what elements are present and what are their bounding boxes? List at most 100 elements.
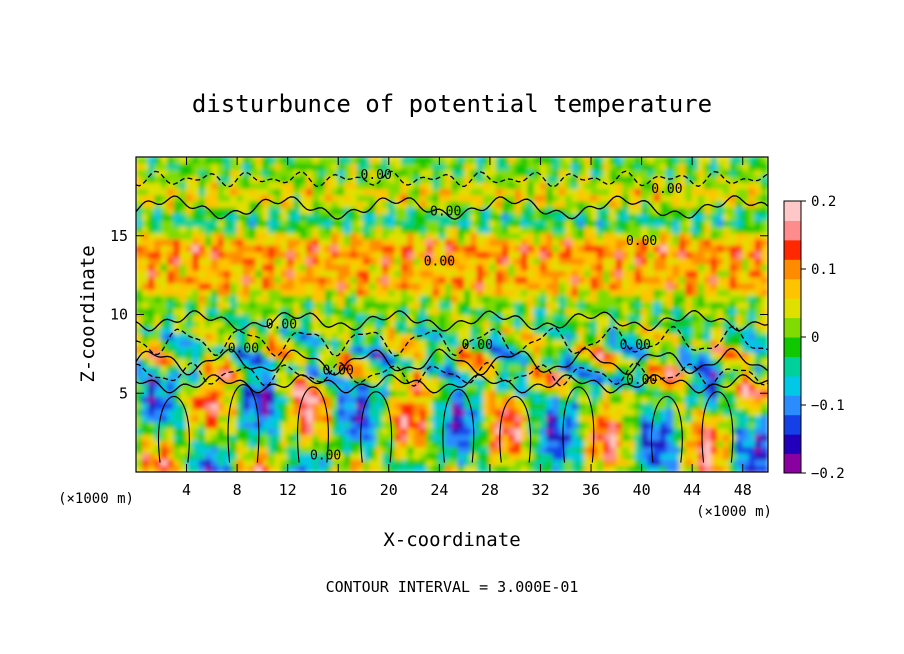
heatmap-cell	[217, 307, 225, 315]
heatmap-cell	[679, 446, 687, 454]
heatmap-cell	[350, 395, 358, 404]
heatmap-cell	[186, 295, 194, 303]
heatmap-cell	[173, 377, 181, 385]
heatmap-cell	[552, 433, 560, 441]
heatmap-cell	[445, 402, 453, 410]
heatmap-cell	[508, 427, 516, 435]
heatmap-cell	[179, 377, 188, 385]
heatmap-cell	[287, 452, 295, 460]
heatmap-cell	[331, 377, 339, 385]
heatmap-cell	[584, 238, 592, 246]
heatmap-cell	[148, 370, 156, 378]
heatmap-cell	[438, 276, 447, 284]
heatmap-cell	[344, 332, 352, 341]
heatmap-cell	[400, 414, 409, 423]
heatmap-cell	[546, 238, 554, 246]
heatmap-cell	[476, 157, 485, 164]
heatmap-cell	[242, 414, 251, 423]
heatmap-cell	[274, 257, 282, 265]
heatmap-cell	[672, 238, 681, 246]
heatmap-cell	[413, 181, 421, 189]
heatmap-cell	[679, 452, 687, 460]
heatmap-cell	[704, 225, 712, 234]
heatmap-cell	[388, 206, 396, 215]
heatmap-cell	[672, 345, 681, 353]
heatmap-cell	[268, 276, 276, 284]
heatmap-cell	[141, 244, 150, 252]
heatmap-cell	[381, 326, 390, 334]
heatmap-cell	[558, 181, 567, 189]
heatmap-cell	[438, 188, 447, 196]
heatmap-cell	[136, 427, 143, 435]
heatmap-cell	[148, 288, 156, 297]
heatmap-cell	[521, 377, 529, 385]
heatmap-cell	[502, 421, 510, 429]
heatmap-cell	[148, 257, 156, 265]
heatmap-cell	[312, 257, 320, 265]
heatmap-cell	[603, 364, 611, 372]
heatmap-cell	[287, 421, 295, 429]
heatmap-cell	[318, 200, 327, 208]
heatmap-cell	[148, 232, 156, 240]
heatmap-cell	[653, 194, 662, 202]
heatmap-cell	[438, 414, 447, 423]
heatmap-cell	[325, 402, 333, 410]
heatmap-cell	[729, 157, 737, 164]
heatmap-cell	[192, 169, 200, 177]
heatmap-cell	[527, 282, 535, 290]
heatmap-cell	[495, 345, 504, 353]
heatmap-cell	[350, 219, 358, 227]
heatmap-cell	[217, 320, 225, 328]
heatmap-cell	[287, 433, 295, 441]
heatmap-cell	[223, 213, 232, 221]
heatmap-cell	[388, 225, 396, 234]
heatmap-cell	[679, 320, 687, 328]
heatmap-cell	[697, 377, 706, 385]
heatmap-cell	[590, 263, 598, 271]
heatmap-cell	[445, 232, 453, 240]
heatmap-cell	[502, 188, 510, 196]
heatmap-cell	[647, 395, 655, 404]
heatmap-cell	[451, 408, 459, 416]
heatmap-cell	[154, 232, 162, 240]
heatmap-cell	[261, 427, 270, 435]
heatmap-cell	[716, 157, 725, 164]
heatmap-cell	[344, 414, 352, 423]
heatmap-cell	[344, 251, 352, 259]
heatmap-cell	[413, 232, 421, 240]
heatmap-cell	[318, 427, 327, 435]
heatmap-cell	[451, 169, 459, 177]
heatmap-cell	[438, 345, 447, 353]
heatmap-cell	[653, 314, 662, 322]
heatmap-cell	[735, 433, 744, 441]
heatmap-cell	[660, 458, 668, 467]
heatmap-cell	[186, 263, 194, 271]
heatmap-cell	[729, 421, 737, 429]
heatmap-cell	[242, 213, 251, 221]
heatmap-cell	[502, 238, 510, 246]
heatmap-cell	[141, 181, 150, 189]
heatmap-cell	[521, 320, 529, 328]
heatmap-cell	[236, 194, 244, 202]
heatmap-cell	[400, 251, 409, 259]
heatmap-cell	[375, 320, 383, 328]
heatmap-cell	[685, 169, 693, 177]
heatmap-cell	[312, 232, 320, 240]
heatmap-cell	[344, 282, 352, 290]
heatmap-cell	[527, 251, 535, 259]
heatmap-cell	[432, 244, 440, 252]
heatmap-cell	[400, 332, 409, 341]
heatmap-cell	[521, 452, 529, 460]
heatmap-cell	[527, 244, 535, 252]
heatmap-cell	[419, 282, 428, 290]
heatmap-cell	[603, 389, 611, 397]
heatmap-cell	[331, 263, 339, 271]
heatmap-cell	[735, 219, 744, 227]
heatmap-cell	[527, 351, 535, 360]
heatmap-cell	[173, 320, 181, 328]
heatmap-cell	[167, 206, 175, 215]
heatmap-cell	[628, 351, 636, 360]
heatmap-cell	[261, 377, 270, 385]
heatmap-cell	[344, 446, 352, 454]
heatmap-cell	[192, 427, 200, 435]
